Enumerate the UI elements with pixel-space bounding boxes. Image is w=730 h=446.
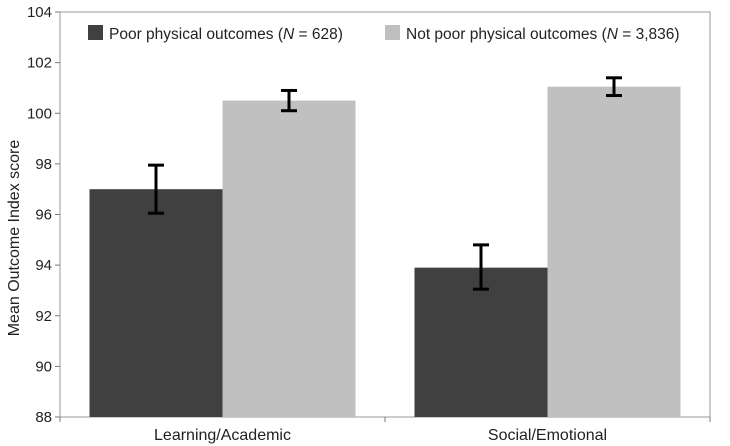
legend-swatch [385,25,400,40]
bar [547,86,681,417]
y-tick-label: 88 [35,409,52,426]
y-tick-label: 104 [27,4,52,21]
bar [414,267,548,417]
bar [89,189,223,417]
x-category-label: Social/Emotional [488,427,607,444]
y-tick-label: 100 [27,105,52,122]
x-category-label: Learning/Academic [154,427,291,444]
bar [222,100,356,417]
legend-entry: Poor physical outcomes (N = 628) [109,26,343,43]
legend: Poor physical outcomes (N = 628) Not poor… [88,25,680,43]
y-tick-label: 90 [35,358,52,375]
y-axis-title: Mean Outcome Index score [6,140,23,337]
legend-swatch [88,25,103,40]
y-tick-label: 96 [35,207,52,224]
plot-area: 88 90 92 94 96 98 100 102 104 Learning/Academic So… [27,4,711,444]
y-tick-label: 98 [35,156,52,173]
legend-entry: Not poor physical outcomes (N = 3,836) [406,26,680,43]
y-tick-label: 92 [35,308,52,325]
y-tick-label: 94 [35,257,52,274]
y-tick-label: 102 [27,55,52,72]
